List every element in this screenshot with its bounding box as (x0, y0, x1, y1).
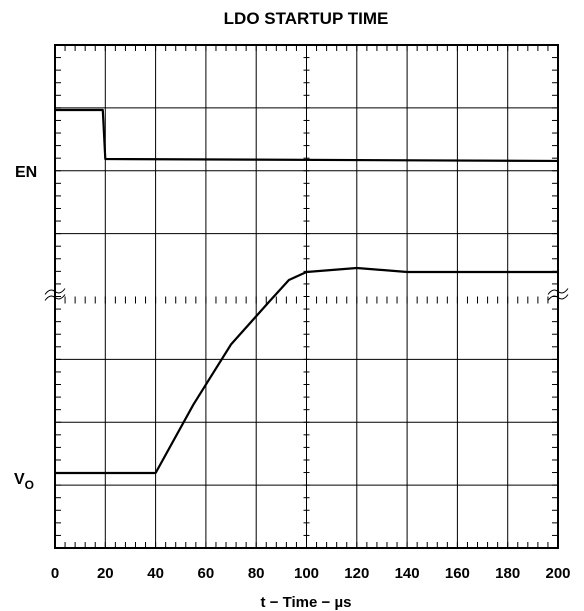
x-tick-label: 180 (495, 565, 520, 582)
vo-trace (55, 266, 558, 475)
x-tick-label: 80 (248, 565, 265, 582)
x-tick-label: 120 (344, 565, 369, 582)
x-tick-label: 0 (51, 565, 59, 582)
x-tick-labels: 0 20 40 60 80 100 120 140 160 180 200 (51, 565, 571, 582)
en-label: EN (15, 164, 37, 181)
vo-label: VO (14, 471, 34, 492)
x-tick-label: 140 (395, 565, 420, 582)
vo-label-sub: O (25, 478, 34, 492)
x-axis-label: t − Time − µs (261, 594, 352, 611)
traces (55, 108, 559, 475)
x-tick-label: 20 (97, 565, 114, 582)
x-tick-label: 200 (545, 565, 570, 582)
x-tick-label: 160 (445, 565, 470, 582)
chart-title: LDO STARTUP TIME (224, 9, 389, 28)
en-trace (55, 108, 559, 163)
x-tick-label: 40 (147, 565, 164, 582)
vo-label-main: V (14, 471, 25, 488)
x-tick-label: 60 (198, 565, 215, 582)
x-tick-label: 100 (294, 565, 319, 582)
plot-frame (54, 44, 559, 549)
